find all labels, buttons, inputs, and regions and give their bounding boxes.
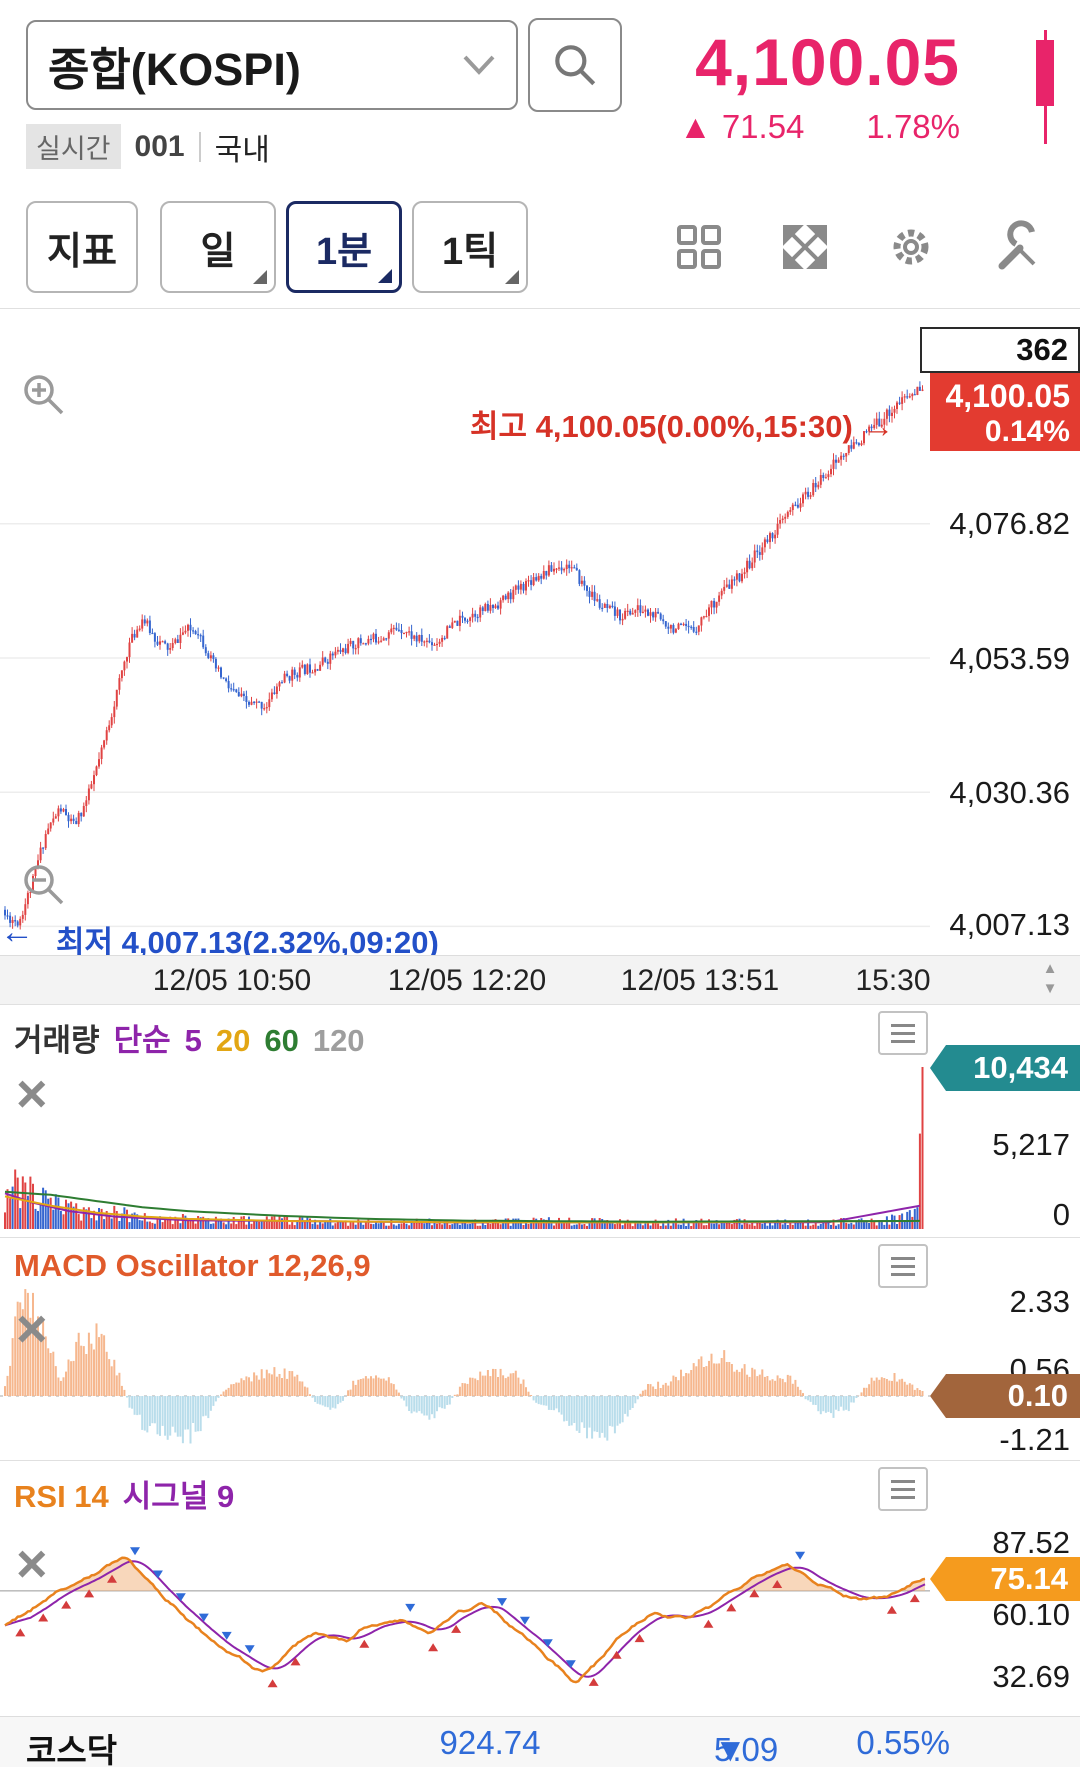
rsi-menu-button[interactable] xyxy=(878,1467,928,1511)
x-axis-label: 12/05 10:50 xyxy=(153,964,311,998)
macd-current-badge: 0.10 xyxy=(930,1374,1080,1418)
main-chart-panel: 최고 4,100.05(0.00%,15:30)→ ← 최저 4,007.13(… xyxy=(0,308,1080,1004)
grid-layout-icon[interactable] xyxy=(672,220,726,274)
volume-current-badge: 10,434 xyxy=(930,1045,1080,1091)
search-icon xyxy=(549,39,601,91)
volume-close-button[interactable]: × xyxy=(16,1067,48,1121)
rsi-label-mid: 60.10 xyxy=(900,1597,1070,1633)
bar-count-box: 362 xyxy=(920,327,1080,373)
volume-label-mid: 5,217 xyxy=(900,1127,1070,1163)
toolbar-icons xyxy=(672,220,1044,274)
high-arrow-icon: → xyxy=(863,409,894,444)
volume-label-zero: 0 xyxy=(900,1197,1070,1233)
badge-percent: 0.14% xyxy=(930,415,1070,449)
change-arrow-icon: ▲ xyxy=(679,108,712,146)
macd-label-top: 2.33 xyxy=(900,1284,1070,1320)
y-axis-label: 4,053.59 xyxy=(900,641,1070,677)
badge-price: 4,100.05 xyxy=(930,377,1070,415)
y-axis-label: 4,030.36 xyxy=(900,775,1070,811)
change-percent: 1.78% xyxy=(866,108,960,146)
time-axis: 12/05 10:50 12/05 12:20 12/05 13:51 15:3… xyxy=(0,955,1080,1004)
expand-icon[interactable] xyxy=(778,220,832,274)
y-axis-label: 4,007.13 xyxy=(900,907,1070,943)
spinner-up-icon: ▲ xyxy=(1028,959,1072,979)
rsi-label-top: 87.52 xyxy=(900,1525,1070,1561)
price-block: 4,100.05 ▲ 71.54 1.78% xyxy=(679,24,960,146)
zoom-in-icon xyxy=(20,371,68,419)
ticker-name: 코스닥 xyxy=(26,1724,117,1772)
volume-title-row: 거래량 단순 5 20 60 120 xyxy=(14,1015,365,1060)
current-price-badge: 4,100.05 0.14% xyxy=(930,373,1080,451)
volume-panel: 거래량 단순 5 20 60 120 × 10,434 5,217 0 xyxy=(0,1004,1080,1237)
spinner-down-icon: ▼ xyxy=(1028,979,1072,999)
volume-ma-label: 단순 xyxy=(114,1015,171,1060)
x-axis-label: 12/05 13:51 xyxy=(621,964,779,998)
index-ticker-bar[interactable]: 코스닥 924.74 ▼ 5.09 0.55% xyxy=(0,1716,1080,1767)
macd-panel: MACD Oscillator 12,26,9 × 2.33 0.56 0.10… xyxy=(0,1237,1080,1460)
candle-glyph xyxy=(1036,30,1054,144)
ticker-percent: 0.55% xyxy=(856,1724,950,1762)
low-arrow-icon: ← xyxy=(0,913,34,952)
rsi-signal-title: 시그널 9 xyxy=(123,1471,234,1516)
macd-close-button[interactable]: × xyxy=(16,1302,48,1356)
divider xyxy=(199,132,201,162)
macd-title-row: MACD Oscillator 12,26,9 xyxy=(14,1248,371,1284)
ticker-value: 924.74 xyxy=(440,1724,541,1762)
period-group: 일 1분 1틱 xyxy=(160,201,528,293)
symbol-code: 001 xyxy=(135,130,185,164)
y-axis-label: 4,076.82 xyxy=(900,506,1070,542)
macd-menu-button[interactable] xyxy=(878,1244,928,1288)
change-value: 71.54 xyxy=(722,108,805,146)
volume-ma-20: 20 xyxy=(216,1023,250,1059)
chart-toolbar: 지표 일 1분 1틱 xyxy=(0,186,1080,308)
volume-ma-5: 5 xyxy=(185,1023,202,1059)
market-label: 국내 xyxy=(215,125,270,169)
rsi-close-button[interactable]: × xyxy=(16,1537,48,1591)
current-price: 4,100.05 xyxy=(679,24,960,100)
volume-ma-60: 60 xyxy=(264,1023,298,1059)
chevron-down-icon xyxy=(462,54,496,76)
realtime-badge: 실시간 xyxy=(26,124,121,169)
rsi-title-row: RSI 14 시그널 9 xyxy=(14,1471,234,1516)
symbol-name: 종합(KOSPI) xyxy=(48,33,301,98)
period-day-button[interactable]: 일 xyxy=(160,201,276,293)
macd-label-bottom: -1.21 xyxy=(900,1422,1070,1458)
axis-scale-spinner[interactable]: ▲ ▼ xyxy=(1028,959,1072,1001)
volume-ma-120: 120 xyxy=(313,1023,365,1059)
rsi-current-badge: 75.14 xyxy=(930,1557,1080,1601)
x-axis-label: 12/05 12:20 xyxy=(388,964,546,998)
search-button[interactable] xyxy=(528,18,622,112)
indicator-button[interactable]: 지표 xyxy=(26,201,138,293)
symbol-selector[interactable]: 종합(KOSPI) xyxy=(26,20,518,110)
x-axis-label: 15:30 xyxy=(855,964,930,998)
volume-menu-button[interactable] xyxy=(878,1011,928,1055)
zoom-out-icon xyxy=(20,861,68,909)
header: 종합(KOSPI) 실시간 001 국내 4,100.05 ▲ 71.54 1.… xyxy=(0,0,1080,186)
price-change-row: ▲ 71.54 1.78% xyxy=(679,108,960,146)
volume-title: 거래량 xyxy=(14,1015,100,1060)
period-1min-button[interactable]: 1분 xyxy=(286,201,402,293)
zoom-in-button[interactable] xyxy=(20,371,68,424)
candle-body xyxy=(1036,40,1054,106)
high-annotation: 최고 4,100.05(0.00%,15:30)→ xyxy=(470,401,894,446)
zoom-out-button[interactable] xyxy=(20,861,68,914)
tools-icon[interactable] xyxy=(990,220,1044,274)
rsi-title: RSI 14 xyxy=(14,1479,109,1515)
macd-title: MACD Oscillator 12,26,9 xyxy=(14,1248,371,1284)
gear-icon[interactable] xyxy=(884,220,938,274)
rsi-panel: RSI 14 시그널 9 × 87.52 75.14 60.10 32.69 xyxy=(0,1460,1080,1716)
period-1tick-button[interactable]: 1틱 xyxy=(412,201,528,293)
rsi-label-bottom: 32.69 xyxy=(900,1659,1070,1695)
